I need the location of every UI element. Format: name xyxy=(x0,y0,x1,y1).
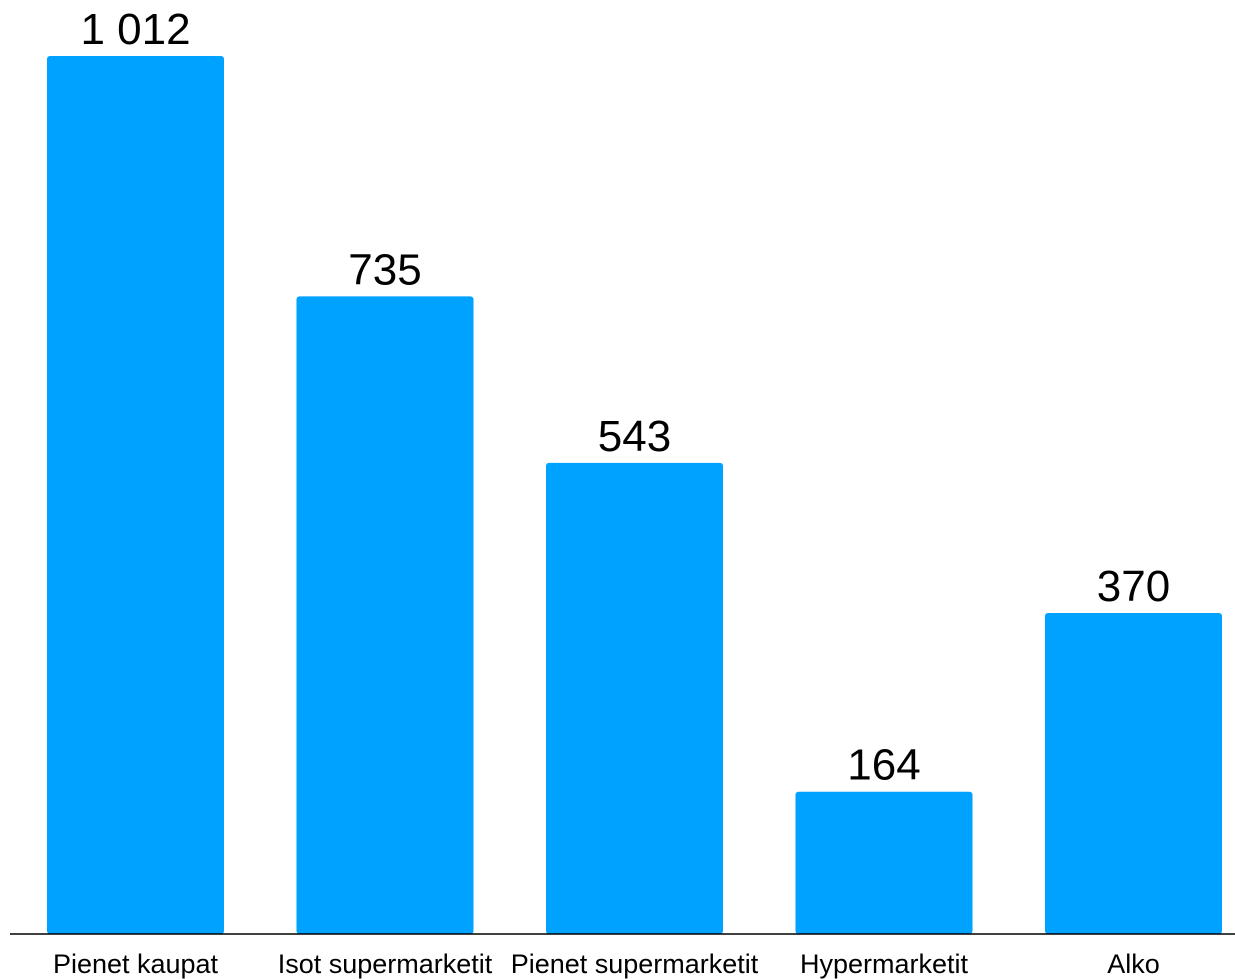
bars-layer xyxy=(47,56,1222,934)
bar-value-label-0: 1 012 xyxy=(80,5,190,54)
category-label-0: Pienet kaupat xyxy=(53,949,219,979)
bar-0 xyxy=(47,56,224,934)
bar-2 xyxy=(546,462,723,934)
bar-4 xyxy=(1045,612,1222,934)
bar-value-label-4: 370 xyxy=(1097,562,1170,611)
category-label-4: Alko xyxy=(1107,949,1160,979)
category-labels-layer: Pienet kaupat Isot supermarketit Pienet su… xyxy=(53,949,1160,979)
bar-value-label-3: 164 xyxy=(847,741,920,790)
category-label-2: Pienet supermarketit xyxy=(511,949,759,979)
value-labels-layer: 1 012 735 543 164 370 xyxy=(80,5,1170,790)
bar-1 xyxy=(296,296,474,934)
bar-value-label-1: 735 xyxy=(348,245,421,294)
category-label-3: Hypermarketit xyxy=(800,949,969,979)
category-label-1: Isot supermarketit xyxy=(278,949,493,979)
bar-value-label-2: 543 xyxy=(598,412,671,461)
bar-3 xyxy=(795,791,973,934)
